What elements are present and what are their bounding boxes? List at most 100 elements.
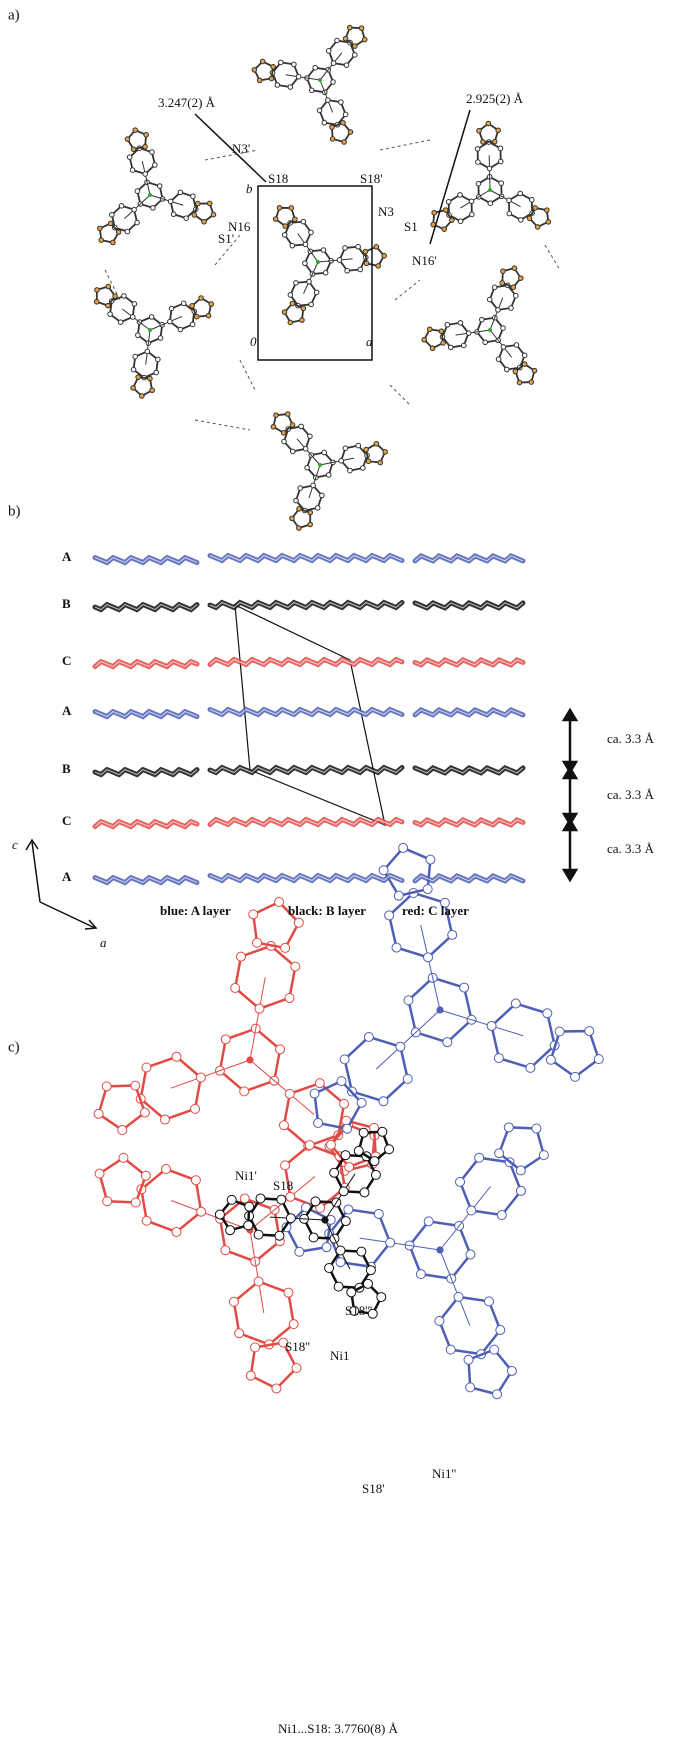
atom: [252, 937, 263, 948]
atom: [531, 367, 538, 374]
atom: [160, 1164, 171, 1175]
atom: [342, 245, 348, 251]
atom: [281, 232, 288, 238]
atom: [352, 52, 358, 58]
atom: [465, 1249, 476, 1260]
atom: [295, 73, 302, 80]
atom: [130, 385, 136, 391]
atom: [325, 1139, 336, 1150]
bond: [296, 438, 321, 466]
atom: [274, 896, 285, 907]
atom: [190, 193, 196, 200]
atom: [248, 909, 259, 920]
leader-line: [429, 109, 471, 245]
layer-label: B: [62, 761, 71, 776]
atom: [353, 1145, 364, 1156]
bond: [170, 1059, 251, 1089]
atom: [515, 1165, 526, 1176]
atom: [296, 506, 302, 512]
atom: [94, 1168, 105, 1179]
label: S18'': [285, 1339, 310, 1354]
atom: [500, 344, 507, 350]
metal: [436, 1006, 444, 1014]
atom: [339, 1054, 350, 1065]
bond: [124, 194, 151, 220]
atom: [442, 1037, 453, 1048]
metal: [246, 1056, 254, 1064]
atom: [130, 1197, 141, 1208]
atom: [289, 300, 296, 307]
atom: [308, 87, 315, 94]
atom: [268, 75, 275, 82]
metal: [488, 188, 492, 192]
atom: [167, 198, 174, 205]
bond: [269, 1216, 326, 1221]
atom: [126, 154, 133, 160]
atom: [304, 464, 310, 471]
layer-molecules: [414, 875, 524, 882]
atom: [333, 1281, 344, 1292]
atom: [434, 1315, 445, 1326]
atom: [316, 107, 323, 114]
label: b: [246, 181, 253, 196]
label: Ni1': [235, 1168, 257, 1183]
atom: [235, 951, 246, 962]
atom: [357, 266, 364, 273]
atom: [124, 136, 131, 142]
layer-molecules: [94, 557, 198, 564]
atom: [142, 171, 149, 177]
atom: [156, 183, 163, 189]
atom: [358, 25, 365, 31]
atom: [457, 320, 464, 326]
atom: [152, 162, 158, 168]
label: a: [100, 935, 107, 950]
layer-molecules: [414, 555, 524, 562]
atom: [329, 1167, 340, 1178]
atom: [457, 192, 463, 198]
atom: [205, 312, 212, 319]
atom: [460, 342, 467, 349]
atom: [115, 229, 122, 235]
atom: [254, 1003, 265, 1014]
atom: [274, 82, 281, 88]
atom: [341, 139, 347, 145]
layer-molecules: [94, 604, 198, 611]
molecule: [272, 205, 387, 326]
atom: [284, 1088, 295, 1099]
atom: [378, 865, 389, 876]
layer-molecules: [94, 769, 198, 776]
atom: [284, 992, 295, 1003]
layer-molecules: [414, 659, 524, 666]
atom: [291, 61, 297, 68]
label: ca. 3.3 Å: [607, 841, 655, 856]
layer-molecules: [209, 554, 403, 562]
atom: [423, 1216, 434, 1227]
molecule: [421, 265, 538, 386]
atom: [361, 36, 368, 43]
atom: [107, 311, 113, 317]
atom: [171, 1051, 182, 1062]
atom: [445, 198, 452, 205]
atom: [355, 442, 362, 449]
atom: [272, 216, 279, 222]
atom: [195, 200, 201, 207]
atom: [109, 211, 115, 218]
atom: [281, 438, 287, 445]
molecule: [214, 1126, 395, 1319]
atom: [542, 1008, 553, 1019]
atom: [447, 929, 458, 940]
atom: [190, 1103, 201, 1114]
molecule: [430, 120, 552, 232]
label: c): [8, 1039, 20, 1055]
bond: [439, 1249, 471, 1326]
label: Ni1...S18: 3.7760(8) Å: [278, 1721, 399, 1736]
metal: [321, 1216, 329, 1224]
layer-molecules: [414, 819, 524, 826]
layer-molecules: [209, 818, 403, 826]
atom: [529, 197, 535, 203]
atom: [494, 1148, 505, 1159]
metal: [316, 260, 320, 264]
label: S18: [268, 171, 288, 186]
atom: [141, 1062, 152, 1073]
label: Ni1'': [432, 1466, 456, 1481]
